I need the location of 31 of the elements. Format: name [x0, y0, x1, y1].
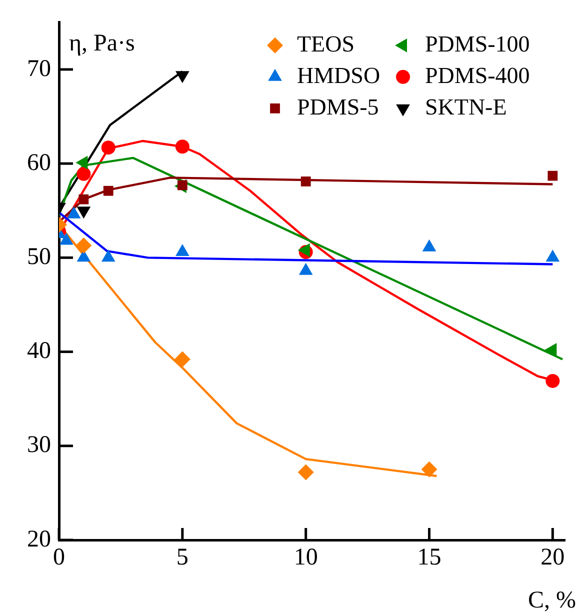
legend-label: PDMS-100 [425, 31, 530, 56]
legend-label: PDMS-5 [297, 94, 379, 120]
point [300, 176, 311, 186]
x-tick-label: 10 [294, 544, 318, 571]
y-tick-label: 30 [27, 432, 51, 458]
point [548, 170, 558, 181]
legend-label: TEOS [297, 31, 354, 56]
point [103, 186, 114, 196]
legend-label: HMDSO [297, 62, 380, 88]
point [421, 461, 438, 478]
legend-label: PDMS-400 [425, 62, 530, 88]
y-tick-label: 40 [27, 338, 51, 364]
x-tick-label: 0 [53, 544, 65, 571]
point [298, 464, 314, 480]
point [76, 237, 92, 254]
x-tick-label: 20 [540, 544, 565, 571]
point [174, 351, 190, 368]
point [101, 140, 116, 155]
y-tick-label: 20 [27, 526, 51, 552]
y-tick-label: 50 [27, 244, 51, 270]
point [546, 374, 560, 388]
y-tick-label: 70 [27, 56, 51, 82]
point [175, 140, 190, 154]
x-tick-label: 15 [417, 544, 442, 571]
y-tick-label: 60 [27, 150, 51, 176]
legend-label: SKTN-E [425, 94, 507, 120]
x-tick-label: 5 [176, 544, 188, 571]
point [76, 166, 91, 181]
y-axis-title: η, Pa·s [69, 30, 135, 57]
x-axis-title: C, % [528, 587, 576, 614]
point [78, 194, 89, 204]
